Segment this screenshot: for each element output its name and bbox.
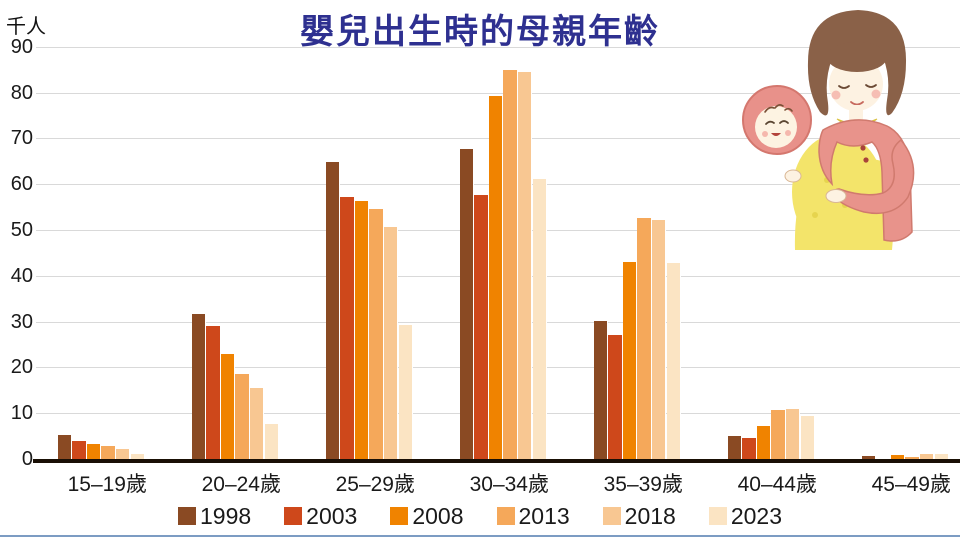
pregnant-woman-illustration — [742, 10, 915, 250]
bar — [191, 314, 207, 459]
legend-swatch — [177, 507, 196, 525]
bar — [220, 353, 236, 459]
bar — [727, 435, 743, 459]
legend-label: 2013 — [518, 502, 570, 529]
legend-swatch — [284, 507, 303, 525]
y-tick-label: 40 — [10, 264, 33, 287]
legend-label: 1998 — [199, 502, 252, 529]
bar — [890, 455, 906, 459]
bar — [800, 416, 816, 459]
bar — [130, 454, 146, 459]
bar — [57, 434, 73, 459]
y-tick-label: 10 — [10, 402, 33, 425]
bar — [517, 71, 533, 459]
y-tick-label: 70 — [10, 127, 33, 150]
bar — [115, 448, 131, 459]
bar — [905, 456, 920, 459]
x-category-label: 25–29歲 — [335, 473, 415, 496]
y-axis-unit-label: 千人 — [6, 16, 46, 38]
bar — [101, 445, 116, 459]
bar — [532, 178, 548, 459]
legend-swatch — [390, 507, 409, 525]
bar — [264, 423, 280, 459]
legend-label: 2018 — [624, 502, 676, 529]
legend-item: 1998 — [177, 502, 252, 530]
y-tick-label: 90 — [10, 35, 33, 58]
bar — [235, 374, 250, 459]
bar — [503, 69, 518, 459]
bar — [354, 201, 370, 459]
y-tick-label: 50 — [10, 219, 33, 241]
legend-label: 2008 — [412, 502, 464, 529]
bar — [608, 334, 623, 459]
legend-label: 2023 — [730, 502, 783, 529]
chart-title: 嬰兒出生時的母親年齡 — [300, 14, 660, 51]
bar — [488, 95, 504, 459]
y-tick-label: 0 — [21, 448, 33, 470]
x-axis-baseline — [33, 459, 960, 463]
legend-label: 2003 — [306, 502, 358, 529]
bar — [785, 408, 801, 459]
bar — [756, 425, 772, 459]
y-tick-label: 80 — [10, 81, 33, 104]
x-category-label: 35–39歲 — [603, 473, 683, 496]
legend: 1998 2003 2008 2013 2018 2023 — [0, 501, 960, 531]
bar — [593, 320, 609, 459]
legend-swatch — [708, 507, 727, 525]
bar — [666, 263, 682, 459]
y-tick-label: 60 — [10, 173, 33, 196]
bar — [72, 441, 87, 459]
mother-figure-icon — [784, 10, 915, 250]
x-category-label: 30–34歲 — [469, 473, 549, 496]
legend-item: 2008 — [390, 502, 464, 530]
bar — [934, 454, 950, 459]
legend-swatch — [496, 507, 515, 525]
bar — [383, 227, 399, 459]
gridline — [36, 46, 960, 48]
bar — [249, 387, 265, 459]
bar — [622, 261, 638, 459]
legend-item: 2013 — [496, 502, 570, 530]
x-category-label: 45–49歲 — [871, 473, 951, 496]
bar — [651, 220, 667, 459]
legend-item: 2023 — [708, 502, 783, 530]
bar — [86, 444, 102, 459]
x-category-label: 40–44歲 — [737, 473, 817, 496]
bar — [206, 326, 221, 459]
bar — [861, 456, 877, 459]
y-tick-label: 30 — [10, 310, 33, 333]
bar — [459, 148, 475, 459]
legend-item: 2003 — [284, 503, 357, 530]
x-category-label: 15–19歲 — [67, 473, 147, 496]
bar — [876, 458, 891, 459]
gridline — [36, 92, 960, 94]
legend-item: 2018 — [602, 502, 676, 530]
bar — [771, 409, 786, 459]
bar — [742, 437, 757, 459]
x-category-label: 20–24歲 — [201, 473, 281, 496]
legend-swatch — [602, 507, 621, 525]
bar — [398, 325, 414, 459]
bar — [369, 208, 384, 459]
bar — [325, 162, 341, 459]
bar — [637, 218, 652, 459]
bottom-divider-rule — [0, 535, 960, 537]
y-tick-label: 20 — [10, 356, 33, 379]
bar — [919, 454, 935, 459]
bar — [474, 194, 489, 459]
bar — [340, 197, 355, 459]
